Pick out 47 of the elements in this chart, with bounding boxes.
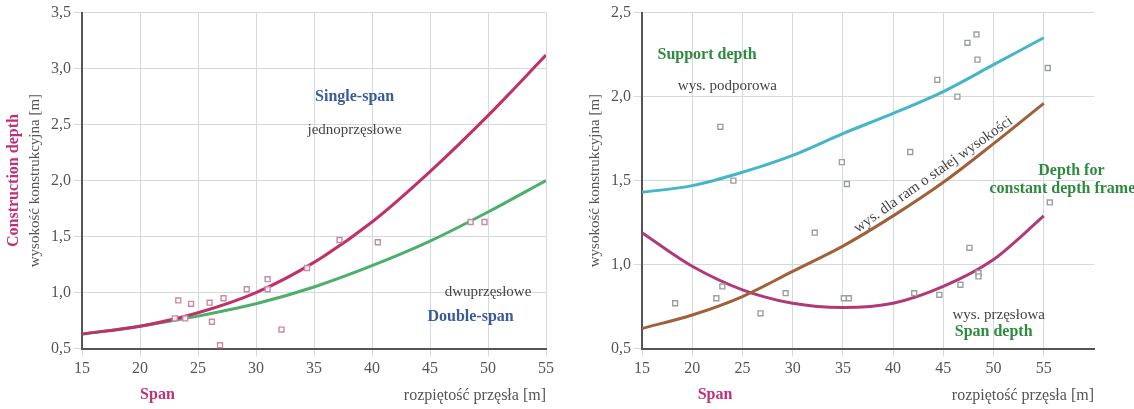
y-tick-label: 1,5 (51, 226, 71, 244)
text: Span (140, 385, 175, 404)
annotation: Double-span (427, 307, 514, 326)
y-axis-title: wysokość konstrukcyjna [m] (25, 93, 42, 268)
annotation: dwuprzęsłowe (444, 283, 532, 300)
annotation: Span depth (954, 321, 1033, 340)
x-tick-label: 55 (1035, 359, 1052, 377)
x-tick-label: 50 (985, 359, 1002, 377)
y-tick-label: 0,5 (51, 338, 71, 356)
annotation: Support depth (657, 44, 757, 63)
x-tick-label: 20 (132, 359, 148, 377)
x-tick-label: 30 (784, 359, 801, 377)
x-tick-label: 20 (684, 359, 701, 377)
x-tick-label: 45 (422, 359, 438, 377)
x-tick-label: 35 (306, 359, 322, 377)
y-tick-label: 2,5 (51, 114, 71, 132)
x-tick-label: 15 (634, 359, 650, 377)
x-tick-label: 40 (885, 359, 902, 377)
annotation: jednoprzęsłowe (306, 121, 402, 138)
annotation: wys. podporowa (677, 77, 778, 94)
x-tick-label: 50 (480, 359, 496, 377)
annotation: Depth for (1038, 160, 1105, 179)
x-tick-label: 45 (935, 359, 952, 377)
x-tick-label: 40 (364, 359, 380, 377)
y-tick-label: 1,0 (51, 282, 71, 300)
x-axis-title: rozpiętość przęsła [m] (951, 385, 1094, 404)
y-tick-label: 3,5 (51, 2, 71, 20)
x-axis-title: rozpiętość przęsła [m] (403, 385, 546, 404)
y-tick-label: 3,0 (51, 58, 71, 76)
y-tick-label: 1,0 (611, 254, 631, 272)
y-axis-title: wysokość konstrukcyjna [m] (585, 93, 602, 268)
text: Construction depth (4, 114, 23, 248)
y-tick-label: 2,5 (611, 2, 631, 20)
annotation: wys. przęsłowa (952, 305, 1046, 322)
y-tick-label: 0,5 (611, 338, 631, 356)
annotation: constant depth frame (989, 179, 1134, 198)
annotation: Single-span (315, 86, 395, 105)
x-tick-label: 25 (190, 359, 206, 377)
x-tick-label: 35 (834, 359, 851, 377)
y-tick-label: 2,0 (611, 86, 631, 104)
x-tick-label: 25 (734, 359, 751, 377)
x-tick-label: 15 (74, 359, 90, 377)
x-tick-label: 30 (248, 359, 264, 377)
y-tick-label: 2,0 (51, 170, 71, 188)
y-tick-label: 1,5 (611, 170, 631, 188)
text: Span (697, 385, 733, 404)
x-tick-label: 55 (538, 359, 554, 377)
